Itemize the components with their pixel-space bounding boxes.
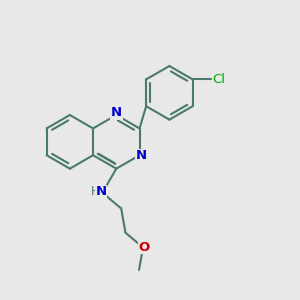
Text: Cl: Cl [212, 73, 225, 86]
Text: N: N [111, 106, 122, 119]
Text: N: N [96, 185, 107, 198]
Text: O: O [138, 241, 149, 254]
Text: H: H [91, 185, 100, 198]
Text: N: N [135, 149, 146, 162]
